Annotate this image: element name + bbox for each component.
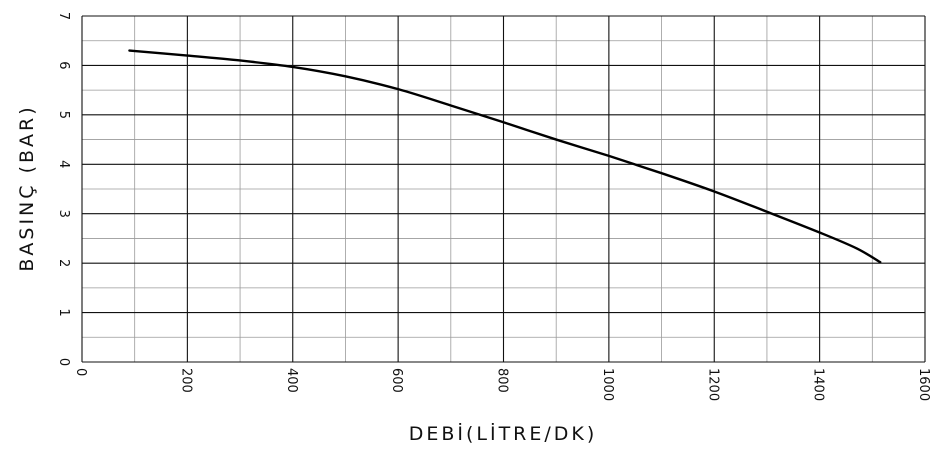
y-tick-label: 5 (56, 111, 71, 119)
x-tick-label: 1400 (811, 368, 826, 401)
x-tick-label: 0 (73, 368, 88, 376)
y-tick-label: 3 (56, 210, 71, 218)
x-tick-label: 800 (495, 368, 510, 393)
y-axis-title: BASINÇ (BAR) (16, 104, 38, 271)
y-tick-label: 1 (56, 308, 71, 316)
major-grid (81, 15, 926, 363)
y-tick-label: 7 (56, 12, 71, 20)
x-tick-label: 1200 (705, 368, 720, 401)
x-tick-label: 200 (178, 368, 193, 393)
y-tick-label: 0 (56, 358, 71, 366)
x-axis-title: DEBİ(LİTRE/DK) (409, 422, 598, 445)
y-tick-label: 2 (56, 259, 71, 267)
y-tick-labels: 0 1 2 3 4 5 6 7 (56, 12, 71, 366)
y-tick-label: 6 (56, 61, 71, 69)
x-tick-label: 1600 (916, 368, 931, 401)
x-tick-label: 1000 (600, 368, 615, 401)
y-tick-label: 4 (56, 160, 71, 168)
x-tick-label: 600 (389, 368, 404, 393)
x-tick-labels: 0 200 400 600 800 1000 1200 1400 1600 (73, 368, 931, 401)
x-tick-label: 400 (284, 368, 299, 393)
pressure-curve (128, 49, 882, 264)
